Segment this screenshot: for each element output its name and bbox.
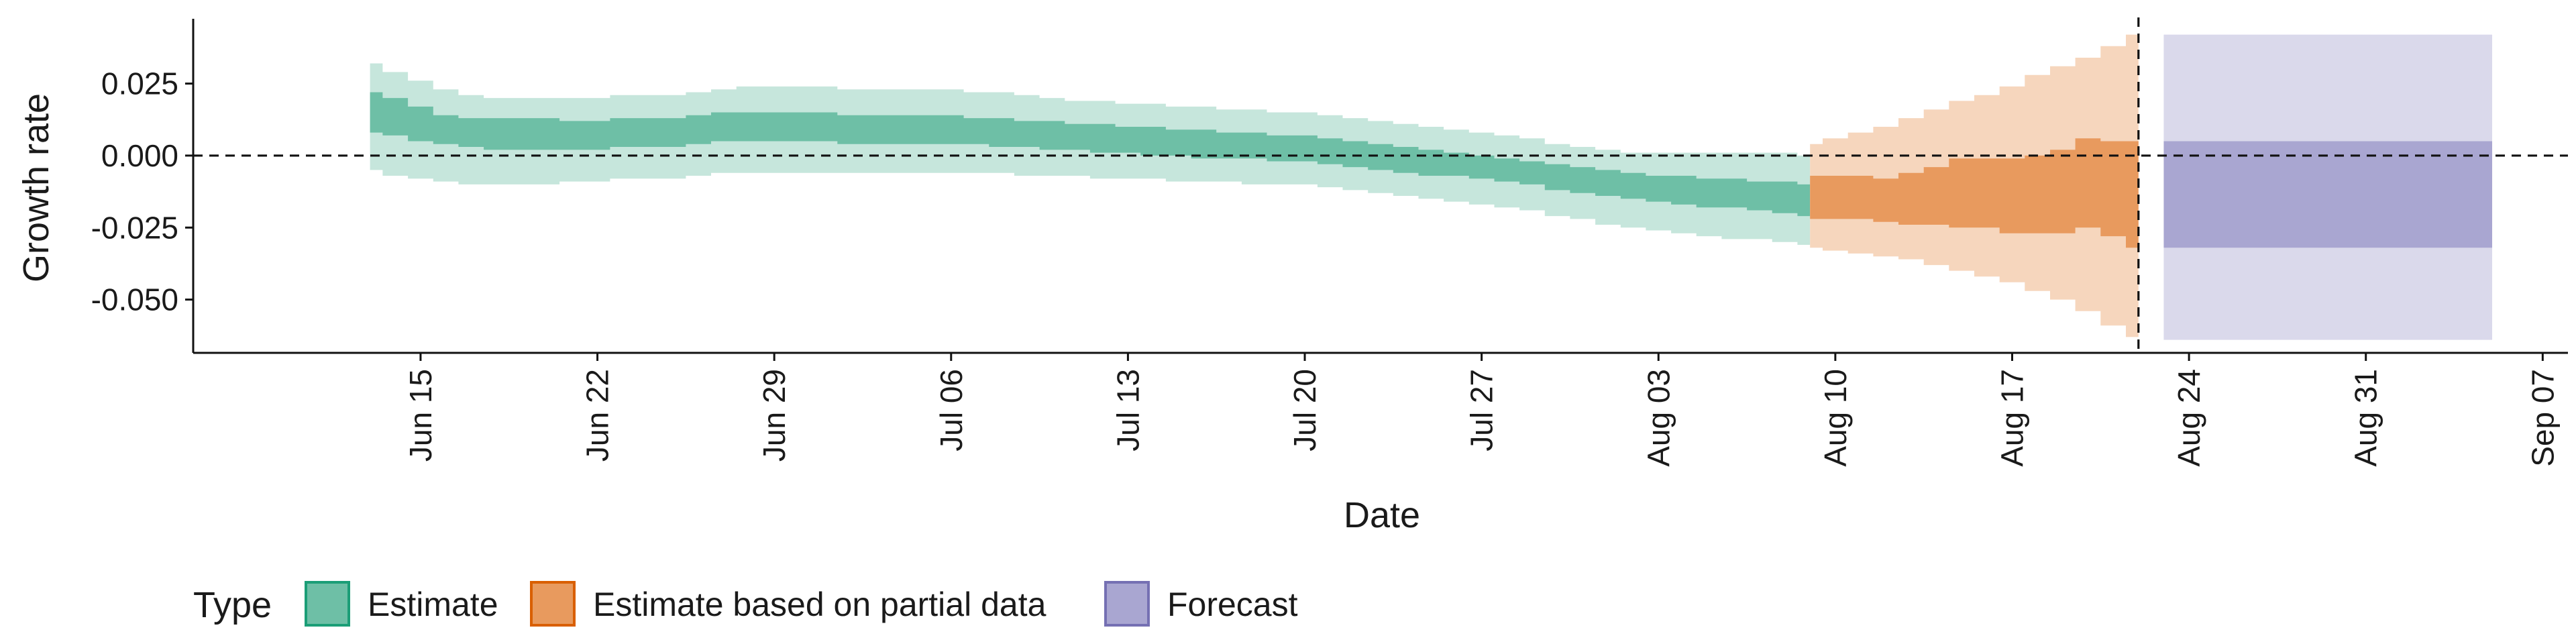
bands-layer — [370, 34, 2493, 340]
legend-key-partial-estimate — [530, 581, 576, 627]
partial-estimate-inner-band — [1810, 138, 2139, 248]
x-tick-label: Aug 24 — [2171, 369, 2206, 467]
legend-key-estimate — [305, 581, 350, 627]
x-tick-label: Jul 27 — [1464, 369, 1499, 451]
x-tick-label: Jul 20 — [1287, 369, 1322, 451]
y-tick-label: 0.000 — [101, 138, 178, 173]
x-tick-label: Aug 03 — [1641, 369, 1676, 467]
x-tick-label: Jun 15 — [403, 369, 438, 462]
y-tick-label: 0.025 — [101, 66, 178, 101]
legend-title: Type — [193, 585, 272, 625]
forecast-inner-band — [2163, 141, 2493, 248]
legend-label-forecast: Forecast — [1167, 586, 1298, 623]
reference-lines-layer — [193, 17, 2568, 353]
estimate-inner-band — [370, 92, 1811, 217]
y-tick-label: -0.025 — [91, 210, 178, 245]
x-tick-label: Aug 17 — [1994, 369, 2029, 467]
x-tick-label: Jul 13 — [1110, 369, 1145, 451]
legend-key-forecast — [1104, 581, 1150, 627]
legend-label-estimate: Estimate — [368, 586, 498, 623]
legend: Type Estimate Estimate based on partial d… — [193, 581, 1298, 627]
y-axis-title: Growth rate — [16, 93, 56, 282]
x-tick-label: Jul 06 — [934, 369, 969, 451]
y-tick-label: -0.050 — [91, 282, 178, 317]
legend-label-partial-estimate: Estimate based on partial data — [593, 586, 1046, 623]
x-tick-label: Aug 31 — [2349, 369, 2383, 467]
axes-layer: 0.025 0.000 -0.025 -0.050 Jun 15 Jun 22 Jun 29… — [91, 19, 2568, 467]
x-tick-label: Jun 22 — [580, 369, 615, 462]
x-tick-label: Jun 29 — [757, 369, 792, 462]
estimate-outer-band — [370, 63, 1811, 245]
x-tick-label: Sep 07 — [2525, 369, 2560, 467]
x-axis-title: Date — [1344, 495, 1420, 535]
x-tick-label: Aug 10 — [1818, 369, 1853, 467]
